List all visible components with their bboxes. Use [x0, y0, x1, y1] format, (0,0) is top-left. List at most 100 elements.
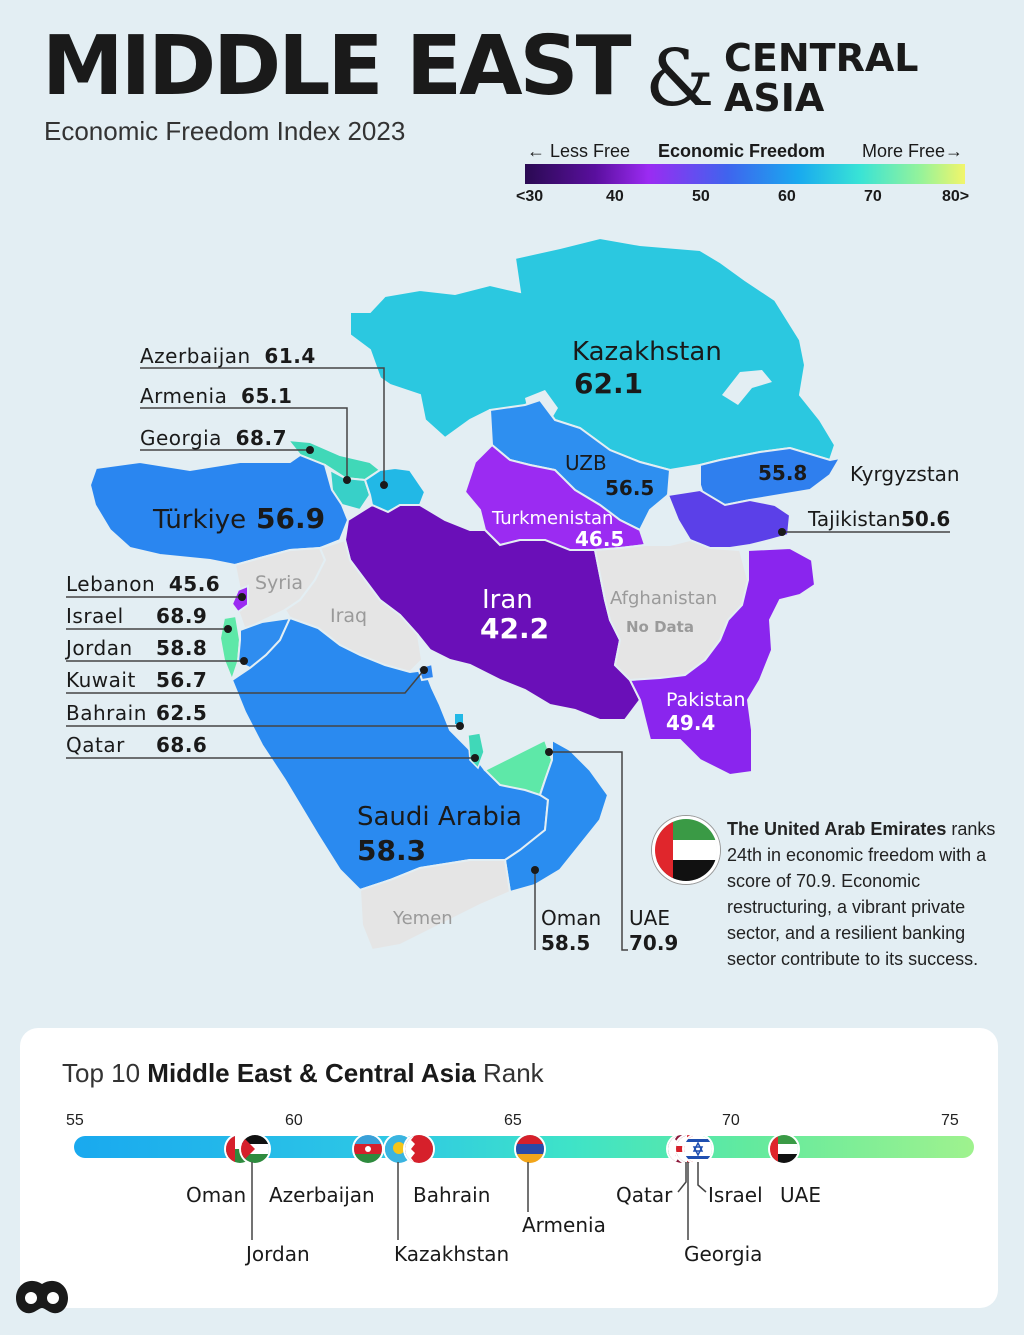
subtitle: Economic Freedom Index 2023 [44, 116, 406, 146]
label-oman: Oman [541, 906, 601, 930]
armenia-flag-icon [514, 1133, 546, 1165]
legend-tick: 40 [606, 188, 624, 205]
side-name: Qatar [66, 733, 125, 757]
rank-title: Top 10 Middle East & Central Asia Rank [62, 1058, 544, 1089]
side-label-azerbaijan: Azerbaijan 61.4 [140, 344, 316, 368]
uae-flag-icon [652, 816, 720, 884]
label-uzb: UZB [565, 451, 607, 475]
rank-label-georgia: Georgia [684, 1242, 763, 1266]
label-turkmenistan: Turkmenistan [491, 508, 613, 529]
side-name: Armenia [140, 384, 228, 408]
side-name: Lebanon [66, 572, 156, 596]
leader-lines [66, 367, 950, 951]
rank-title-bold: Middle East & Central Asia [147, 1058, 476, 1088]
side-score: 65.1 [241, 384, 293, 408]
side-score: 68.7 [235, 426, 287, 450]
side-label-georgia: Georgia 68.7 [140, 426, 287, 450]
legend-tick: 60 [778, 188, 796, 205]
legend-more-label: More Free→ [862, 141, 964, 161]
region-bahrain[interactable] [455, 714, 463, 724]
azerbaijan-flag-icon [352, 1133, 384, 1165]
side-label-bahrain: Bahrain 62.5 [66, 701, 207, 725]
side-label-kuwait: Kuwait 56.7 [66, 668, 207, 692]
region-israel[interactable] [218, 614, 242, 683]
side-score: 56.7 [156, 668, 208, 692]
side-name: Bahrain [66, 701, 147, 725]
rank-label-oman: Oman [186, 1183, 247, 1207]
leader-dots [224, 446, 786, 874]
callout-heading: The United Arab Emirates [727, 819, 947, 839]
rank-label-uae: UAE [780, 1183, 821, 1207]
label-afghanistan-nodata: No Data [626, 618, 694, 636]
rank-axis-tick: 55 [66, 1112, 84, 1129]
side-name: Israel [66, 604, 124, 628]
rank-title-pre: Top 10 [62, 1058, 148, 1088]
score-turkmenistan: 46.5 [575, 527, 624, 551]
label-saudi: Saudi Arabia [357, 802, 522, 832]
side-score: 62.5 [156, 701, 208, 725]
rank-label-armenia: Armenia [522, 1213, 606, 1237]
caspian-sea [420, 420, 480, 530]
side-name: Georgia [140, 426, 222, 450]
side-name: Jordan [66, 636, 133, 660]
score-pakistan: 49.4 [666, 711, 715, 735]
side-label-armenia: Armenia 65.1 [140, 384, 292, 408]
label-iran: Iran [482, 585, 533, 615]
label-iraq: Iraq [330, 605, 367, 627]
label-uae: UAE [629, 906, 670, 930]
legend-tick: 50 [692, 188, 710, 205]
region-yemen[interactable] [358, 859, 512, 952]
label-kazakhstan: Kazakhstan [572, 337, 722, 367]
callout-text: ranks 24th in economic freedom with a sc… [727, 819, 996, 969]
page-title: MIDDLE EAST [42, 19, 632, 114]
side-label-jordan: Jordan 58.8 [66, 636, 207, 660]
rank-axis-tick: 60 [285, 1112, 303, 1129]
brand-logo-icon [16, 1280, 68, 1314]
legend-title: Economic Freedom [658, 141, 826, 161]
side-score: 68.9 [156, 604, 208, 628]
score-uzb: 56.5 [605, 476, 654, 500]
rank-axis-tick: 75 [941, 1112, 959, 1129]
score-tajikistan: 50.6 [901, 507, 950, 531]
label-turkiye: Türkiye [152, 505, 246, 535]
legend-tick: <30 [516, 188, 544, 205]
rank-axis-tick: 70 [722, 1112, 740, 1129]
bahrain-flag-icon [403, 1133, 435, 1165]
score-uae: 70.9 [629, 931, 678, 955]
legend-color-scale [525, 164, 965, 184]
side-label-israel: Israel 68.9 [66, 604, 207, 628]
side-score: 58.8 [156, 636, 208, 660]
rank-label-jordan: Jordan [246, 1242, 310, 1266]
title-line1: CENTRAL [724, 36, 919, 80]
label-tajikistan: Tajikistan [807, 507, 901, 531]
rank-label-israel: Israel [708, 1183, 763, 1207]
legend-less-label: ← Less Free [527, 141, 631, 161]
score-turkiye: 56.9 [256, 502, 325, 535]
label-kyrgyzstan: Kyrgyzstan [850, 462, 960, 486]
rank-label-azerbaijan: Azerbaijan [269, 1183, 375, 1207]
rank-title-post: Rank [475, 1058, 544, 1088]
jordan-flag-icon [239, 1133, 271, 1165]
rank-label-bahrain: Bahrain [413, 1183, 491, 1207]
label-syria: Syria [255, 572, 303, 594]
rank-label-kazakhstan: Kazakhstan [394, 1242, 510, 1266]
side-label-lebanon: Lebanon 45.6 [66, 572, 220, 596]
legend-tick: 70 [864, 188, 882, 205]
side-label-qatar: Qatar 68.6 [66, 733, 207, 757]
rank-axis-tick: 65 [504, 1112, 522, 1129]
region-pakistan[interactable] [628, 546, 817, 777]
uae-small-flag-icon [768, 1133, 800, 1165]
label-afghanistan: Afghanistan [610, 588, 717, 609]
rank-card [20, 1028, 998, 1308]
score-kazakhstan: 62.1 [574, 367, 643, 400]
score-kyrgyzstan: 55.8 [758, 461, 807, 485]
label-pakistan: Pakistan [666, 689, 746, 711]
score-saudi: 58.3 [357, 834, 426, 867]
side-name: Kuwait [66, 668, 136, 692]
side-name: Azerbaijan [140, 344, 251, 368]
side-score: 61.4 [264, 344, 316, 368]
title-ampersand: & [645, 34, 715, 124]
uae-callout: The United Arab Emirates ranks 24th in e… [727, 816, 1007, 972]
